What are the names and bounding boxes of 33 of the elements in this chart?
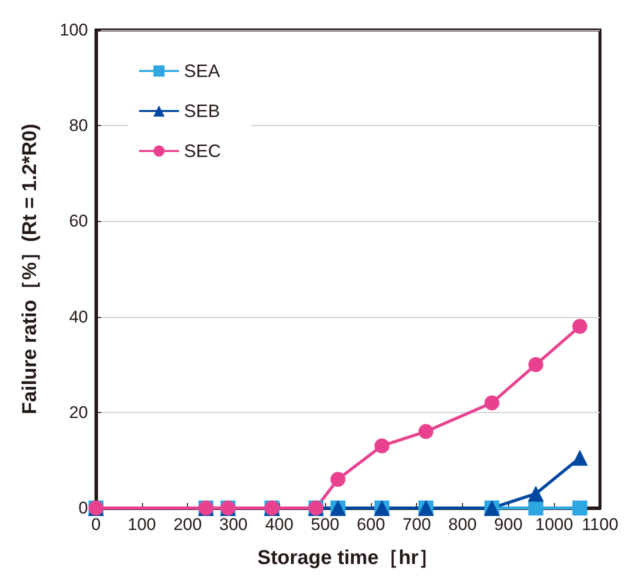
x-tick-label: 400	[265, 515, 294, 534]
legend-label: SEB	[184, 101, 220, 121]
point	[528, 357, 544, 372]
x-axis-title: Storage time［hr］	[257, 547, 439, 569]
x-tick-label: 200	[173, 515, 202, 534]
point	[484, 395, 500, 410]
point	[374, 438, 390, 454]
point	[572, 450, 588, 466]
x-tick-label: 0	[91, 515, 101, 534]
x-tick-label: 600	[356, 515, 386, 534]
y-axis-title: Failure ratio［%］(Rt = 1.2*R0)	[19, 124, 41, 414]
x-tick-label: 1000	[535, 515, 574, 534]
legend-label: SEA	[184, 61, 220, 81]
y-tick-label: 80	[69, 116, 88, 136]
y-tick-label: 100	[60, 20, 88, 40]
x-tick-label: 100	[128, 515, 156, 534]
point	[572, 500, 588, 516]
x-tick-label: 500	[310, 515, 340, 534]
x-tick-label: 700	[402, 515, 431, 534]
point	[528, 486, 544, 502]
y-tick-label: 60	[69, 212, 88, 231]
x-tick-label: 1100	[582, 515, 618, 534]
x-tick-label: 300	[219, 515, 248, 534]
y-tick-label: 0	[78, 498, 88, 518]
y-tick-label: 40	[69, 307, 88, 326]
point	[572, 318, 588, 334]
point	[418, 424, 434, 440]
legend-label: SEC	[184, 141, 222, 161]
x-tick-label: 800	[448, 515, 477, 534]
y-tick-label: 20	[69, 402, 88, 422]
x-tick-label: 900	[494, 515, 523, 534]
point	[330, 472, 346, 487]
point	[528, 500, 544, 516]
